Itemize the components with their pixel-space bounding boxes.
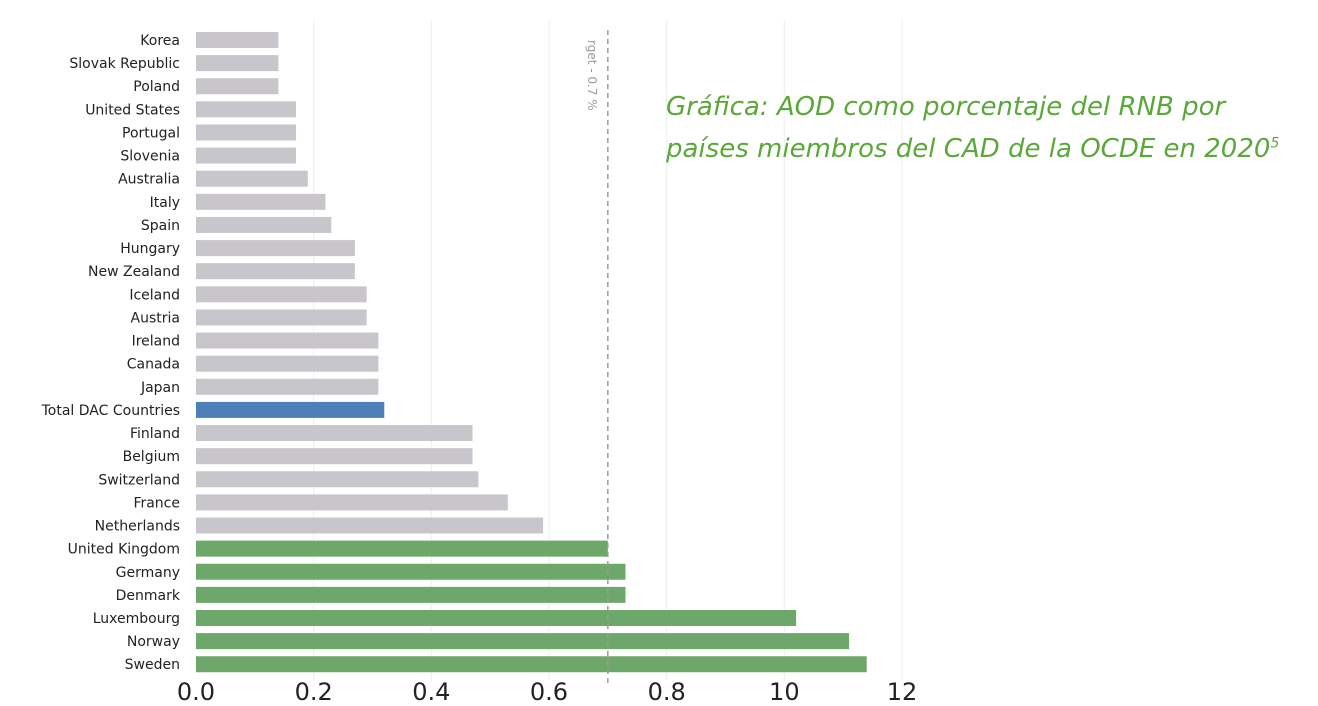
target-line-label: rget - 0.7 % <box>585 40 599 111</box>
category-label-slovak-republic: Slovak Republic <box>69 56 180 72</box>
category-label-ireland: Ireland <box>132 334 180 350</box>
bar-germany <box>196 563 626 580</box>
caption-footnote: 5 <box>1270 135 1280 152</box>
category-label-austria: Austria <box>131 310 180 326</box>
x-tick-label: 12 <box>887 678 918 706</box>
x-tick-label: 0.4 <box>412 678 450 706</box>
category-label-france: France <box>133 495 180 511</box>
x-tick-labels: 0.0 0.2 0.4 0.6 0.8 10 12 <box>177 678 917 706</box>
bar-korea <box>196 32 279 48</box>
category-label-hungary: Hungary <box>120 241 180 257</box>
category-label-slovenia: Slovenia <box>120 149 180 165</box>
bar-portugal <box>196 124 297 141</box>
bar-canada <box>196 355 379 372</box>
caption-line-2: países miembros del CAD de la OCDE en 20… <box>666 128 1316 170</box>
x-tick-label: 0.8 <box>648 678 686 706</box>
category-label-total-dac-countries: Total DAC Countries <box>41 403 180 419</box>
category-label-australia: Australia <box>118 172 180 188</box>
bar-australia <box>196 170 308 187</box>
category-label-denmark: Denmark <box>116 588 181 604</box>
bar-finland <box>196 425 473 442</box>
x-tick-label: 0.6 <box>530 678 568 706</box>
category-label-canada: Canada <box>127 357 180 373</box>
bar-united-kingdom <box>196 540 608 557</box>
bar-hungary <box>196 240 355 257</box>
category-label-united-kingdom: United Kingdom <box>68 542 180 558</box>
bar-ireland <box>196 332 379 349</box>
category-label-switzerland: Switzerland <box>98 472 180 488</box>
bar-united-states <box>196 101 297 118</box>
bars <box>196 32 867 673</box>
category-label-luxembourg: Luxembourg <box>93 611 180 627</box>
x-tick-label: 0.0 <box>177 678 215 706</box>
category-label-belgium: Belgium <box>123 449 180 465</box>
category-label-sweden: Sweden <box>125 657 180 673</box>
bar-slovenia <box>196 147 297 164</box>
bar-luxembourg <box>196 610 797 626</box>
bar-poland <box>196 78 279 95</box>
bar-total-dac-countries <box>196 401 385 418</box>
category-label-finland: Finland <box>130 426 180 442</box>
bar-italy <box>196 193 326 210</box>
bar-austria <box>196 309 367 326</box>
bar-france <box>196 494 508 511</box>
chart-caption: Gráfica: AOD como porcentaje del RNB por… <box>666 86 1316 170</box>
category-label-portugal: Portugal <box>122 125 180 141</box>
bar-japan <box>196 378 379 395</box>
x-tick-label: 0.2 <box>295 678 333 706</box>
caption-line-1: Gráfica: AOD como porcentaje del RNB por <box>666 92 1226 122</box>
x-tick-label: 10 <box>769 678 800 706</box>
category-label-korea: Korea <box>140 33 180 49</box>
category-label-germany: Germany <box>116 565 180 581</box>
category-label-japan: Japan <box>140 380 180 396</box>
bar-norway <box>196 633 850 650</box>
bar-slovak-republic <box>196 55 279 72</box>
bar-denmark <box>196 586 626 603</box>
category-labels: Korea Slovak Republic Poland United States P… <box>41 33 181 673</box>
category-label-united-states: United States <box>85 102 180 118</box>
category-label-spain: Spain <box>141 218 180 234</box>
category-label-poland: Poland <box>133 79 180 95</box>
category-label-iceland: Iceland <box>129 287 180 303</box>
category-label-norway: Norway <box>127 634 180 650</box>
category-label-new-zealand: New Zealand <box>88 264 180 280</box>
category-label-netherlands: Netherlands <box>95 519 180 535</box>
bar-spain <box>196 216 332 233</box>
bar-new-zealand <box>196 263 355 280</box>
caption-line-2-text: países miembros del CAD de la OCDE en 20… <box>666 134 1271 164</box>
bar-belgium <box>196 448 473 465</box>
bar-switzerland <box>196 471 479 488</box>
bar-sweden <box>196 656 867 673</box>
bar-iceland <box>196 286 367 303</box>
bar-netherlands <box>196 517 544 534</box>
category-label-italy: Italy <box>150 195 180 211</box>
